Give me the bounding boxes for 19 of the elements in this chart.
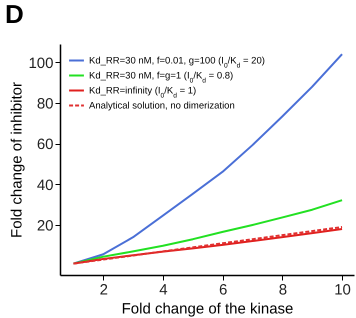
legend-label: Analytical solution, no dimerization (89, 100, 235, 112)
legend-label: Kd_RR=infinity (I$_{0}$/K$_{d}$ = 1) (89, 86, 196, 99)
x-tick-label: 6 (219, 282, 228, 298)
y-tick-label: 40 (36, 176, 54, 194)
legend-label: Kd_RR=30 nM, f=g=1 (I$_{0}$/K$_{d}$ = 0.8) (89, 70, 234, 84)
y-tick-label: 60 (36, 136, 54, 154)
x-tick-label: 10 (334, 282, 351, 298)
y-tick-label: 20 (36, 217, 54, 234)
line-series (72, 199, 344, 265)
x-axis-title: Fold change of the kinase (122, 300, 294, 318)
x-tick-label: 4 (159, 282, 168, 298)
chart-title: D (4, 0, 24, 29)
x-tick-label: 2 (100, 282, 108, 298)
line-series (72, 53, 344, 265)
y-tick-label: 100 (28, 54, 54, 72)
legend-label: Kd_RR=30 nM, f=0.01, g=100 (I$_{0}$/K$_{d}$ = 20) (89, 56, 265, 69)
y-axis-title: Fold change of inhibitor (8, 82, 26, 238)
y-tick-label: 80 (36, 95, 54, 112)
x-tick-label: 8 (278, 282, 288, 298)
